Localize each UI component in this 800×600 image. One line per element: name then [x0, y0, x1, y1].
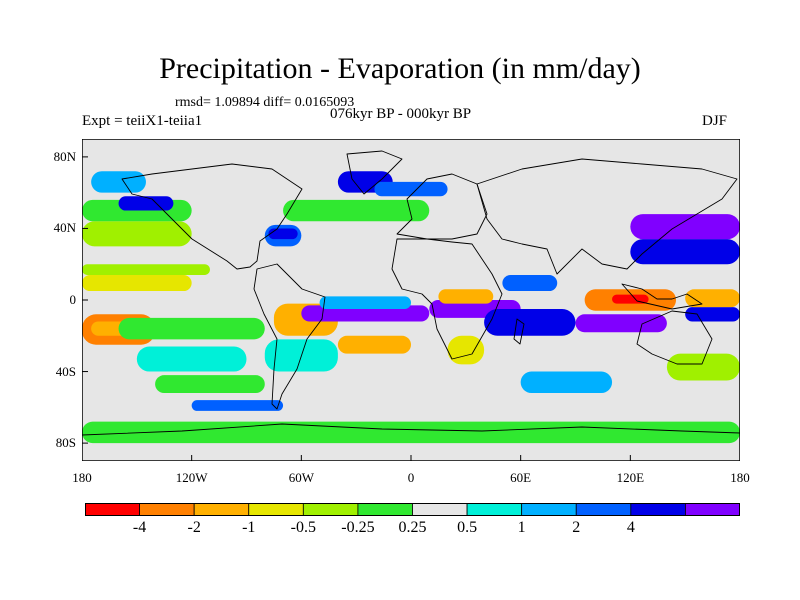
experiment-label: Expt = teiiX1-teiia1: [82, 113, 203, 129]
lon-tick-label-1: 120W: [175, 470, 208, 485]
colorbar-label-1: -2: [187, 519, 201, 536]
map-region-15: [283, 199, 430, 222]
lat-tick-label-1: 40N: [53, 220, 76, 236]
map-region-18: [319, 296, 411, 309]
colorbar-label-7: 1: [517, 519, 526, 536]
coast-madagascar: [513, 318, 525, 345]
map-region-36: [191, 400, 284, 411]
colorbar-label-8: 2: [572, 519, 581, 536]
colorbar-swatch-5: [357, 503, 413, 516]
season-label: DJF: [702, 113, 728, 129]
map-region-17: [301, 305, 430, 322]
coastlines: [82, 150, 740, 436]
map-region-35: [82, 421, 740, 444]
colorbar-label-4: -0.25: [341, 519, 375, 536]
colorbar-label-6: 0.5: [457, 519, 478, 536]
coast-asia: [476, 158, 738, 275]
map-ticks: [82, 156, 740, 461]
map-region-4: [82, 221, 192, 247]
map-region-33: [685, 289, 740, 308]
map-region-25: [502, 274, 558, 292]
map-region-31: [666, 353, 740, 381]
coast-indonesia: [621, 283, 703, 310]
colorbar-swatch-7: [466, 503, 523, 516]
colorbar-swatch-2: [193, 503, 250, 516]
lon-tick-label-0: 180: [72, 470, 92, 485]
map-plot: [82, 139, 740, 461]
map-region-6: [118, 317, 265, 340]
map-region-3: [82, 264, 210, 275]
lat-tick-label-3: 40S: [55, 363, 76, 379]
colorbar-label-3: -0.5: [290, 519, 316, 536]
coast-australia: [636, 310, 713, 365]
colorbar-swatch-8: [521, 503, 577, 516]
map-region-10: [118, 196, 174, 211]
lon-tick-label-6: 180: [730, 470, 750, 485]
colorbar-swatch-1: [139, 503, 195, 516]
colorbar-label-0: -4: [132, 519, 147, 536]
period-label: 076kyr BP - 000kyr BP: [330, 106, 472, 122]
lon-tick-label-5: 120E: [616, 470, 645, 485]
map-region-7: [136, 346, 247, 372]
lon-tick-label-2: 60W: [288, 470, 314, 485]
coast-antarctica: [82, 423, 740, 436]
map-region-2: [82, 274, 192, 292]
coast-africa: [391, 238, 503, 360]
coast-south-america: [253, 263, 326, 410]
colorbar-label-5: 0.25: [398, 519, 427, 536]
map-region-26: [575, 314, 667, 333]
map-region-34: [520, 371, 613, 394]
colorbar-swatch-11: [685, 503, 740, 516]
lon-tick-label-3: 0: [407, 470, 415, 485]
colorbar-swatch-10: [630, 503, 686, 516]
colorbar-label-9: 4: [626, 519, 635, 536]
map-region-20: [337, 335, 411, 354]
lon-tick-label-4: 60E: [510, 470, 532, 485]
colorbar-frame: [85, 503, 740, 516]
stats-label: rmsd= 1.09894 diff= 0.0165093: [175, 95, 355, 110]
colorbar-swatch-3: [248, 503, 304, 516]
lat-tick-label-2: 0: [69, 292, 77, 307]
colorbar-swatch-4: [302, 503, 359, 516]
page-title: Precipitation - Evaporation (in mm/day): [159, 52, 641, 85]
coast-greenland: [346, 150, 403, 195]
map-region-22: [438, 289, 494, 304]
map-region-14: [374, 181, 448, 197]
lat-tick-label-0: 80N: [53, 148, 76, 164]
coast-north-america: [121, 163, 303, 270]
lat-tick-label-4: 80S: [55, 435, 76, 451]
colorbar-swatch-0: [85, 503, 140, 516]
map-region-12: [268, 228, 298, 240]
map-region-29: [630, 239, 740, 265]
map-region-8: [155, 375, 265, 394]
colorbar-swatch-6: [412, 503, 468, 516]
colorbar-label-2: -1: [242, 519, 256, 536]
map-region-9: [91, 171, 146, 193]
colorbar-swatch-9: [575, 503, 632, 516]
colorbar: [85, 503, 740, 516]
map-region-30: [630, 214, 740, 240]
map-region-24: [484, 308, 576, 336]
map-region-23: [447, 335, 485, 365]
map-region-32: [685, 307, 740, 322]
